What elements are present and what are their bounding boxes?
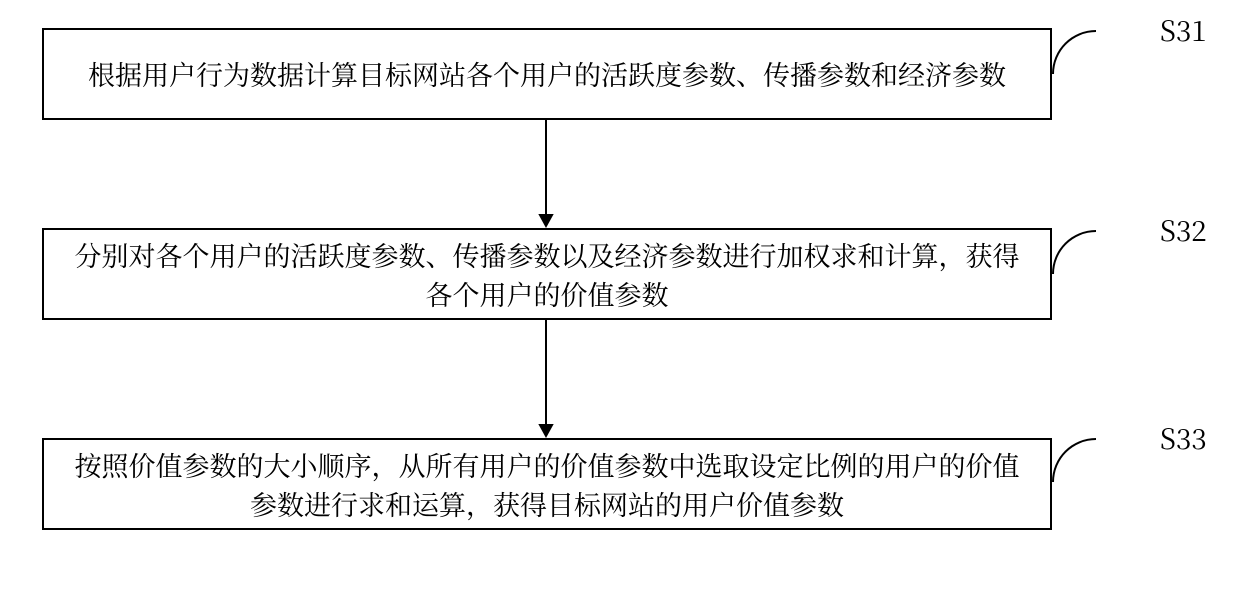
flow-node-s31: 根据用户行为数据计算目标网站各个用户的活跃度参数、传播参数和经济参数 [42, 28, 1052, 120]
flow-arrow-s32-s33 [532, 320, 560, 438]
step-label-s33: S33 [1160, 418, 1207, 458]
step-label-s31: S31 [1160, 10, 1207, 50]
flow-node-s33: 按照价值参数的大小顺序，从所有用户的价值参数中选取设定比例的用户的价值参数进行求… [42, 438, 1052, 530]
flow-node-text: 按照价值参数的大小顺序，从所有用户的价值参数中选取设定比例的用户的价值参数进行求… [62, 445, 1032, 523]
flow-node-text: 分别对各个用户的活跃度参数、传播参数以及经济参数进行加权求和计算，获得各个用户的… [62, 235, 1032, 313]
label-curve-s33 [1052, 438, 1096, 482]
label-curve-s32 [1052, 230, 1096, 274]
flow-node-s32: 分别对各个用户的活跃度参数、传播参数以及经济参数进行加权求和计算，获得各个用户的… [42, 228, 1052, 320]
flowchart-canvas: 根据用户行为数据计算目标网站各个用户的活跃度参数、传播参数和经济参数分别对各个用… [0, 0, 1240, 595]
flow-node-text: 根据用户行为数据计算目标网站各个用户的活跃度参数、传播参数和经济参数 [88, 54, 1006, 93]
label-curve-s31 [1052, 30, 1096, 74]
flow-arrow-s31-s32 [532, 120, 560, 228]
step-label-s32: S32 [1160, 210, 1207, 250]
